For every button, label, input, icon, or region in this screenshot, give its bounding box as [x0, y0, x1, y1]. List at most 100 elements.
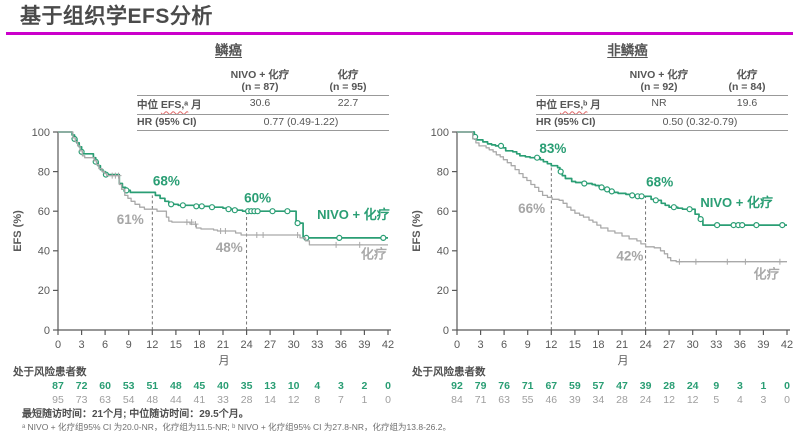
censor-circle-marker [714, 222, 721, 229]
censor-circle-marker [581, 180, 588, 187]
landmark-percent: 83% [539, 141, 566, 156]
svg-text:42: 42 [382, 339, 394, 351]
censor-plus-marker [294, 232, 301, 239]
svg-text:40: 40 [38, 246, 50, 258]
censor-circle-marker [739, 222, 746, 229]
svg-text:79: 79 [475, 380, 487, 392]
svg-text:84: 84 [451, 394, 463, 406]
censor-plus-marker [692, 258, 699, 265]
censor-circle-marker [753, 222, 760, 229]
axes [452, 131, 790, 336]
risk-row-nivo: 92 79 76 71 67 59 57 47 39 28 24 9 3 1 0 [451, 380, 790, 392]
svg-text:80: 80 [38, 167, 50, 179]
series-label-nivo: NIVO + 化疗 [700, 195, 773, 210]
censor-circle-marker [284, 208, 291, 215]
median-efs-chemo-value: 22.7 [307, 94, 389, 114]
censor-plus-marker [222, 228, 229, 235]
censor-circle-marker [179, 202, 186, 209]
censor-plus-marker [356, 242, 363, 249]
censor-circle-marker [294, 220, 301, 227]
slide-footer: 最短随访时间：21个月; 中位随访时间：29.5个月。 ᵃ NIVO + 化疗组… [22, 409, 799, 433]
svg-text:30: 30 [687, 339, 699, 351]
svg-text:24: 24 [687, 380, 699, 392]
svg-text:35: 35 [241, 380, 253, 392]
svg-text:40: 40 [217, 380, 229, 392]
svg-text:28: 28 [241, 394, 253, 406]
svg-text:6: 6 [501, 339, 507, 351]
svg-text:63: 63 [99, 394, 111, 406]
svg-text:18: 18 [193, 339, 205, 351]
svg-text:4: 4 [737, 394, 743, 406]
svg-text:41: 41 [194, 394, 206, 406]
svg-text:51: 51 [146, 380, 158, 392]
censor-plus-marker [115, 172, 122, 179]
svg-text:18: 18 [592, 339, 604, 351]
svg-text:39: 39 [569, 394, 581, 406]
censor-circle-marker [497, 142, 505, 150]
svg-text:0: 0 [385, 380, 391, 392]
efs-summary-table-nonsquamous: NIVO + 化疗 (n = 92) 化疗 (n = 84) 中位 EFS,ᵇ … [536, 67, 788, 131]
series-label-nivo: NIVO + 化疗 [317, 207, 390, 222]
svg-text:76: 76 [498, 380, 510, 392]
svg-text:63: 63 [498, 394, 510, 406]
svg-text:60: 60 [437, 206, 449, 218]
svg-text:24: 24 [240, 339, 252, 351]
censor-circle-marker [380, 234, 387, 242]
axes [53, 131, 391, 336]
col-header-nivo: NIVO + 化疗 (n = 87) [230, 68, 290, 93]
panel-title-squamous: 鳞癌 [215, 43, 242, 59]
landmark-percent: 48% [216, 240, 243, 255]
svg-text:12: 12 [663, 394, 675, 406]
chart-panels: 鳞癌 NIVO + 化疗 (n = 87) 化疗 (n = 95) 中位 EFS… [0, 37, 799, 409]
landmark-percent: 66% [518, 201, 545, 216]
svg-text:39: 39 [757, 339, 769, 351]
efs-summary-table-squamous: NIVO + 化疗 (n = 87) 化疗 (n = 95) 中位 EFS,ᵃ … [137, 67, 389, 131]
footnote: ᵃ NIVO + 化疗组95% CI 为20.0-NR，化疗组为11.5-NR;… [22, 421, 451, 432]
svg-text:9: 9 [126, 339, 132, 351]
svg-text:5: 5 [713, 394, 719, 406]
row-label-hr: HR (95% CI) [536, 113, 612, 131]
svg-text:80: 80 [437, 167, 449, 179]
censor-circle-marker [557, 168, 564, 175]
svg-text:1: 1 [760, 380, 766, 392]
title-accent-rule [6, 32, 793, 36]
svg-text:33: 33 [217, 394, 229, 406]
y-axis-label: EFS (%) [411, 210, 423, 252]
svg-text:20: 20 [437, 285, 449, 297]
svg-text:9: 9 [525, 339, 531, 351]
censor-circle-marker [598, 184, 605, 191]
y-axis-label: EFS (%) [12, 210, 24, 252]
censor-plus-marker [260, 232, 267, 239]
svg-text:46: 46 [545, 394, 557, 406]
svg-text:54: 54 [123, 394, 135, 406]
censor-circle-marker [225, 206, 232, 213]
censor-circle-marker [629, 192, 636, 199]
svg-text:3: 3 [79, 339, 85, 351]
censor-circle-marker [697, 216, 704, 223]
svg-text:3: 3 [478, 339, 484, 351]
censor-circle-marker [231, 207, 238, 214]
svg-text:0: 0 [784, 380, 790, 392]
svg-text:12: 12 [146, 339, 158, 351]
censor-circle-marker [608, 188, 615, 195]
series-label-chemo: 化疗 [754, 267, 780, 282]
hr-value: 0.77 (0.49-1.22) [213, 113, 389, 131]
svg-text:0: 0 [55, 339, 61, 351]
landmark-percent: 68% [153, 174, 180, 189]
svg-text:13: 13 [264, 380, 276, 392]
panel-nonsquamous: 非鳞癌 NIVO + 化疗 (n = 92) 化疗 (n = 84) 中位 EF… [399, 37, 798, 409]
svg-text:100: 100 [32, 127, 50, 139]
censor-plus-marker [742, 258, 749, 265]
svg-text:20: 20 [38, 285, 50, 297]
svg-text:57: 57 [593, 380, 605, 392]
row-label-median-efs: 中位 EFS,ᵃ 月 [137, 94, 213, 114]
svg-text:15: 15 [569, 339, 581, 351]
svg-text:73: 73 [76, 394, 88, 406]
censor-circle-marker [168, 201, 175, 208]
risk-table-label: 处于风险患者数 [411, 365, 486, 378]
svg-text:0: 0 [443, 325, 449, 337]
svg-text:0: 0 [385, 394, 391, 406]
km-curve-chemo [457, 131, 787, 263]
